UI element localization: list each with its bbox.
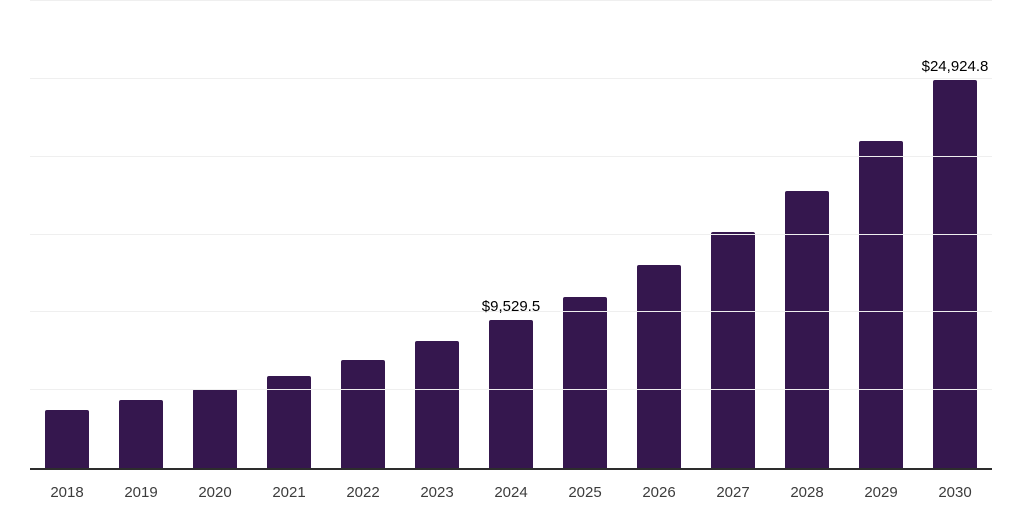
x-tick-label-2028: 2028 [790,484,824,501]
x-tick-label-2025: 2025 [568,484,602,501]
bar-2028[interactable] [785,191,829,468]
bar-column-2019 [104,1,178,468]
gridline [30,389,992,391]
bar-column-2024: $9,529.5 [474,1,548,468]
bar-2021[interactable] [267,376,311,468]
bar-column-2028 [770,1,844,468]
bar-column-2022 [326,1,400,468]
bar-2018[interactable] [45,410,89,468]
bar-column-2026 [622,1,696,468]
x-tick-label-2030: 2030 [938,484,972,501]
bars-row: $9,529.5 $24,924.8 [30,1,992,468]
x-tick-label-2022: 2022 [346,484,380,501]
gridline [30,155,992,157]
x-tick-label-2029: 2029 [864,484,898,501]
bar-column-2029 [844,1,918,468]
bar-2020[interactable] [193,389,237,468]
x-tick-label-2024: 2024 [494,484,528,501]
bar-2025[interactable] [563,297,607,468]
bar-2026[interactable] [637,265,681,468]
plot-area: $9,529.5 $24,924.8 [30,0,992,470]
bar-value-label-2030: $24,924.8 [921,58,989,75]
x-tick-label-2020: 2020 [198,484,232,501]
x-tick-label-2026: 2026 [642,484,676,501]
bar-value-label-2024: $9,529.5 [481,298,541,315]
bar-2019[interactable] [119,400,163,468]
gridline [30,311,992,313]
x-axis: 2018 2019 2020 2021 2022 2023 2024 2025 2026 2027… [30,483,992,503]
gridline [30,233,992,235]
bar-column-2030: $24,924.8 [918,1,992,468]
x-tick-label-2019: 2019 [124,484,158,501]
bar-column-2023 [400,1,474,468]
x-tick-label-2023: 2023 [420,484,454,501]
bar-2029[interactable] [859,141,903,468]
gridline [30,77,992,79]
x-tick-label-2018: 2018 [50,484,84,501]
bar-2024[interactable] [489,320,533,468]
bar-2030[interactable] [933,80,977,468]
gridline [30,0,992,1]
bar-2023[interactable] [415,341,459,468]
bar-column-2021 [252,1,326,468]
bar-2027[interactable] [711,232,755,468]
bar-column-2020 [178,1,252,468]
bar-column-2018 [30,1,104,468]
x-tick-label-2021: 2021 [272,484,306,501]
bar-column-2025 [548,1,622,468]
bar-2022[interactable] [341,360,385,468]
x-tick-label-2027: 2027 [716,484,750,501]
bar-column-2027 [696,1,770,468]
